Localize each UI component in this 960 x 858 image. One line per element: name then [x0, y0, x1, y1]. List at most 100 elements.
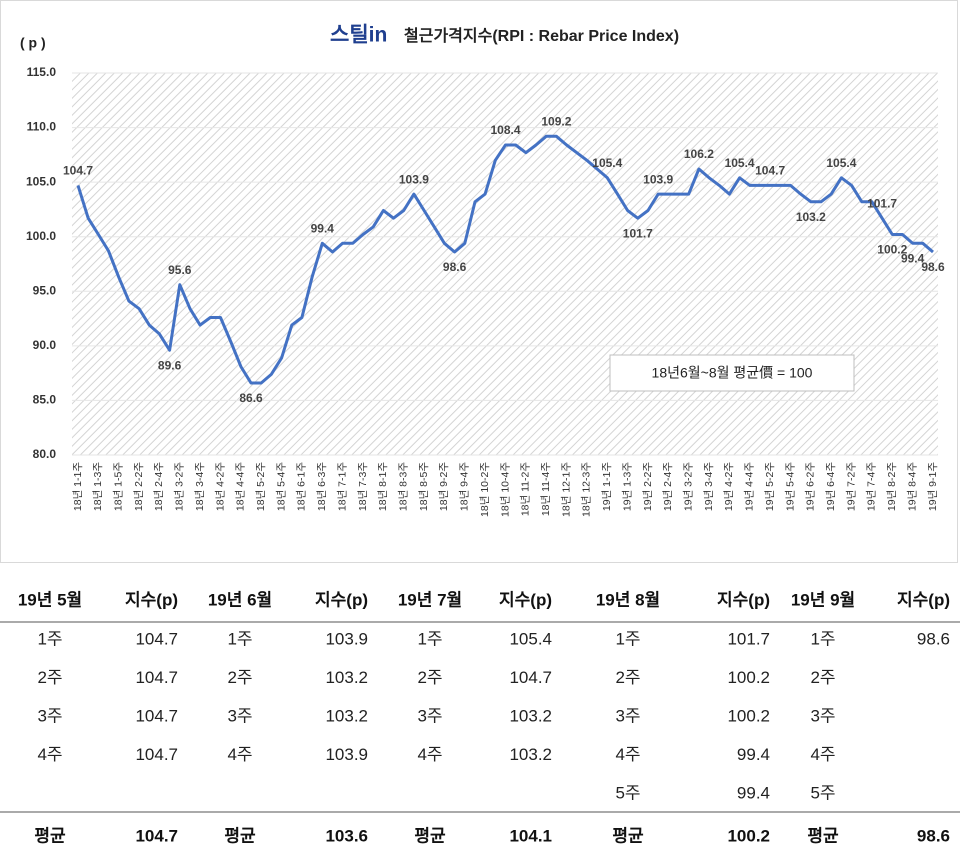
x-tick-label: 19년 8-4주	[906, 462, 918, 511]
data-label: 105.4	[826, 156, 856, 170]
data-label: 104.7	[755, 164, 785, 178]
x-tick-label: 18년 2-2주	[133, 462, 145, 511]
table-cell: 103.2	[509, 745, 552, 764]
x-tick-label: 18년 10-2주	[479, 462, 491, 517]
data-label: 103.9	[399, 172, 429, 186]
x-tick-label: 19년 1-1주	[601, 462, 613, 511]
table-cell: 3주	[417, 706, 442, 725]
data-label: 98.6	[443, 260, 467, 274]
data-label: 104.7	[63, 164, 93, 178]
y-tick-label: 105.0	[26, 174, 56, 188]
table-cell: 2주	[615, 668, 640, 687]
x-tick-label: 18년 1-3주	[92, 462, 104, 511]
table-header: 19년 5월	[18, 590, 82, 609]
x-tick-label: 19년 6-4주	[825, 462, 837, 511]
x-tick-label: 18년 6-3주	[316, 462, 328, 511]
table-footer: 평균	[414, 826, 446, 845]
x-tick-label: 19년 1-3주	[621, 462, 633, 511]
x-tick-label: 19년 5-2주	[764, 462, 776, 511]
table-header: 19년 8월	[596, 590, 660, 609]
x-tick-label: 18년 1-1주	[72, 462, 84, 511]
table-footer: 98.6	[917, 826, 950, 845]
table-cell: 2주	[227, 668, 252, 687]
table-cell: 4주	[615, 745, 640, 764]
x-tick-label: 18년 6-1주	[296, 462, 308, 511]
x-tick-label: 18년 9-2주	[438, 462, 450, 511]
table-cell: 2주	[37, 668, 62, 687]
table-cell: 100.2	[727, 706, 770, 725]
x-tick-label: 19년 4-4주	[744, 462, 756, 511]
chart-title: 철근가격지수(RPI : Rebar Price Index)	[404, 27, 679, 45]
data-line	[76, 134, 934, 385]
table-cell: 104.7	[509, 668, 552, 687]
table-cell: 1주	[417, 629, 442, 648]
table-cell: 2주	[417, 668, 442, 687]
data-label: 99.4	[311, 221, 335, 235]
table-footer: 평균	[34, 826, 66, 845]
y-tick-label: 110.0	[27, 120, 57, 134]
x-tick-label: 19년 6-2주	[805, 462, 817, 511]
x-tick-label: 19년 2-4주	[662, 462, 674, 511]
table-header: 지수(p)	[125, 590, 178, 609]
x-tick-label: 18년 5-2주	[255, 462, 267, 511]
data-label: 101.7	[623, 226, 653, 240]
y-tick-label: 100.0	[26, 229, 56, 243]
x-tick-label: 18년 8-3주	[397, 462, 409, 511]
y-tick-label: 90.0	[33, 338, 57, 352]
table-footer: 평균	[807, 826, 839, 845]
table-cell: 1주	[37, 629, 62, 648]
data-label: 89.6	[158, 358, 182, 372]
table-cell: 99.4	[737, 783, 770, 802]
table-cell: 5주	[810, 783, 835, 802]
x-tick-label: 18년 3-2주	[174, 462, 186, 511]
table-footer: 100.2	[727, 826, 770, 845]
data-label: 100.2	[877, 243, 907, 257]
table-cell: 103.2	[325, 668, 368, 687]
table-cell: 4주	[227, 745, 252, 764]
table-footer: 평균	[612, 826, 644, 845]
data-label: 98.6	[921, 260, 945, 274]
data-label: 101.7	[867, 196, 897, 210]
table-header: 지수(p)	[897, 590, 950, 609]
table-cell: 2주	[810, 668, 835, 687]
y-tick-label: 85.0	[33, 393, 57, 407]
table-header: 지수(p)	[499, 590, 552, 609]
data-label: 105.4	[725, 156, 755, 170]
table: 19년 5월 지수(p) 19년 6월 지수(p) 19년 7월 지수(p) 19년 8월 지…	[0, 590, 960, 845]
x-tick-label: 18년 11-2주	[520, 462, 532, 516]
table-cell: 4주	[37, 745, 62, 764]
table-cell: 103.2	[325, 706, 368, 725]
x-tick-label: 19년 5-4주	[784, 462, 796, 511]
annotation: 18년6월~8월 평균價 = 100	[652, 365, 813, 381]
table-cell: 4주	[810, 745, 835, 764]
y-axis-label: ( p )	[20, 35, 46, 51]
table-cell: 3주	[227, 706, 252, 725]
table-cell: 3주	[615, 706, 640, 725]
x-tick-label: 18년 5-4주	[275, 462, 287, 511]
x-tick-label: 18년 4-4주	[235, 462, 247, 511]
x-tick-label: 19년 8-2주	[886, 462, 898, 511]
x-tick-label: 18년 3-4주	[194, 462, 206, 511]
table-cell: 5주	[615, 783, 640, 802]
data-label: 99.4	[901, 251, 925, 265]
table-cell: 1주	[615, 629, 640, 648]
table-footer: 104.1	[509, 826, 552, 845]
table-cell: 103.9	[325, 745, 368, 764]
x-tick-label: 18년 12-3주	[581, 462, 593, 517]
table-cell: 104.7	[135, 745, 178, 764]
table-header: 지수(p)	[717, 590, 770, 609]
data-label: 103.2	[796, 210, 826, 224]
table-footer: 103.6	[325, 826, 368, 845]
table-header: 19년 6월	[208, 590, 272, 609]
table-cell: 99.4	[737, 745, 770, 764]
data-label: 86.6	[239, 391, 263, 405]
data-label: 105.4	[592, 156, 622, 170]
table-cell: 104.7	[135, 706, 178, 725]
y-tick-label: 95.0	[33, 283, 57, 297]
x-tick-label: 18년 11-4주	[540, 462, 552, 516]
table-cell: 4주	[417, 745, 442, 764]
data-label: 95.6	[168, 263, 192, 277]
x-tick-label: 19년 3-2주	[682, 462, 694, 511]
table-footer: 평균	[224, 826, 256, 845]
table-cell: 1주	[227, 629, 252, 648]
